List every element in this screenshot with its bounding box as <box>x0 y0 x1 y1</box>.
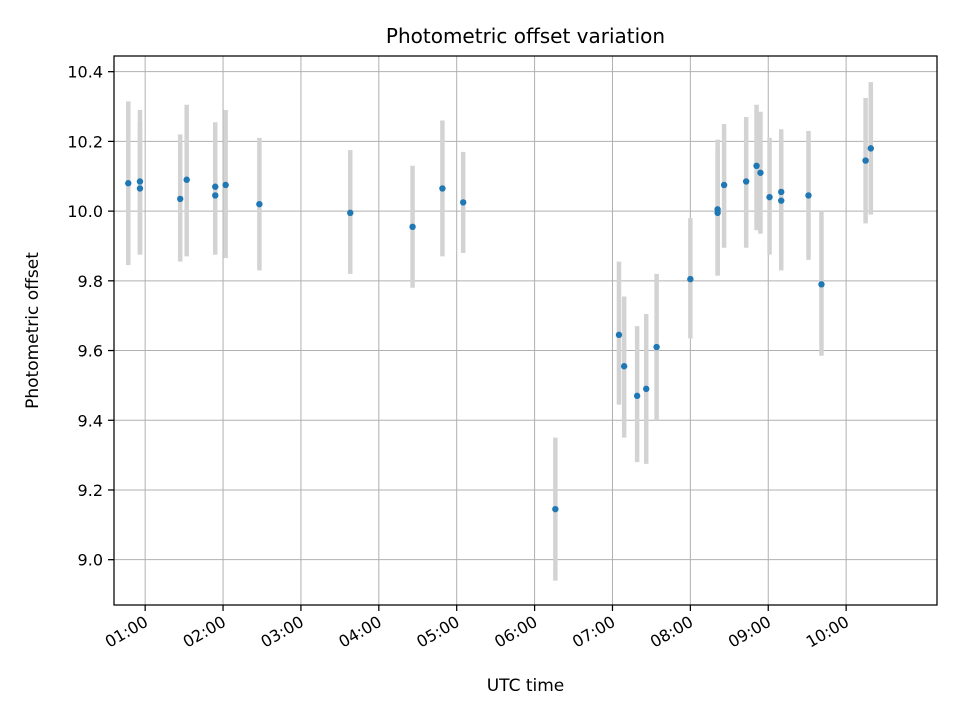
data-point <box>347 209 354 217</box>
data-point <box>643 385 650 393</box>
y-tick-label: 9.0 <box>78 551 103 570</box>
y-tick-label: 9.4 <box>78 411 103 430</box>
data-point <box>753 162 760 169</box>
data-point <box>136 185 144 192</box>
data-point <box>222 181 229 189</box>
data-point <box>742 178 750 185</box>
data-point <box>256 200 263 208</box>
data-point <box>439 185 446 192</box>
data-point <box>862 157 869 164</box>
y-tick-label: 9.2 <box>78 481 103 500</box>
data-point <box>177 195 184 203</box>
data-point <box>757 169 764 176</box>
y-tick-label: 10.0 <box>67 202 103 221</box>
data-point <box>714 209 721 217</box>
data-point <box>620 363 628 370</box>
grid-lines <box>114 56 937 605</box>
data-point <box>766 193 773 201</box>
data-point <box>552 505 559 513</box>
data-point <box>778 188 785 196</box>
data-point <box>459 199 467 206</box>
y-tick-label: 9.8 <box>78 272 103 291</box>
data-point <box>818 281 825 288</box>
data-point <box>615 331 623 339</box>
y-axis-ticks: 9.0 9.2 9.4 9.6 9.8 10.0 10.2 10.4 <box>67 63 114 570</box>
y-axis-label: Photometric offset <box>23 252 43 409</box>
data-point <box>183 176 190 183</box>
data-point <box>805 192 812 199</box>
data-point <box>212 192 219 199</box>
chart-title: Photometric offset variation <box>386 24 665 48</box>
y-tick-label: 10.2 <box>67 132 103 151</box>
data-point <box>409 223 416 230</box>
data-point <box>867 145 874 152</box>
x-axis-label: UTC time <box>487 676 565 696</box>
data-point <box>136 178 144 185</box>
data-points <box>125 145 874 513</box>
data-point <box>687 275 694 283</box>
data-point <box>125 180 132 187</box>
y-tick-label: 10.4 <box>67 63 103 82</box>
data-point <box>653 343 660 351</box>
plot-frame <box>113 55 938 606</box>
y-tick-label: 9.6 <box>78 342 103 361</box>
data-point <box>212 183 219 190</box>
data-point <box>633 392 641 400</box>
data-point <box>778 197 785 204</box>
data-point <box>720 181 728 189</box>
